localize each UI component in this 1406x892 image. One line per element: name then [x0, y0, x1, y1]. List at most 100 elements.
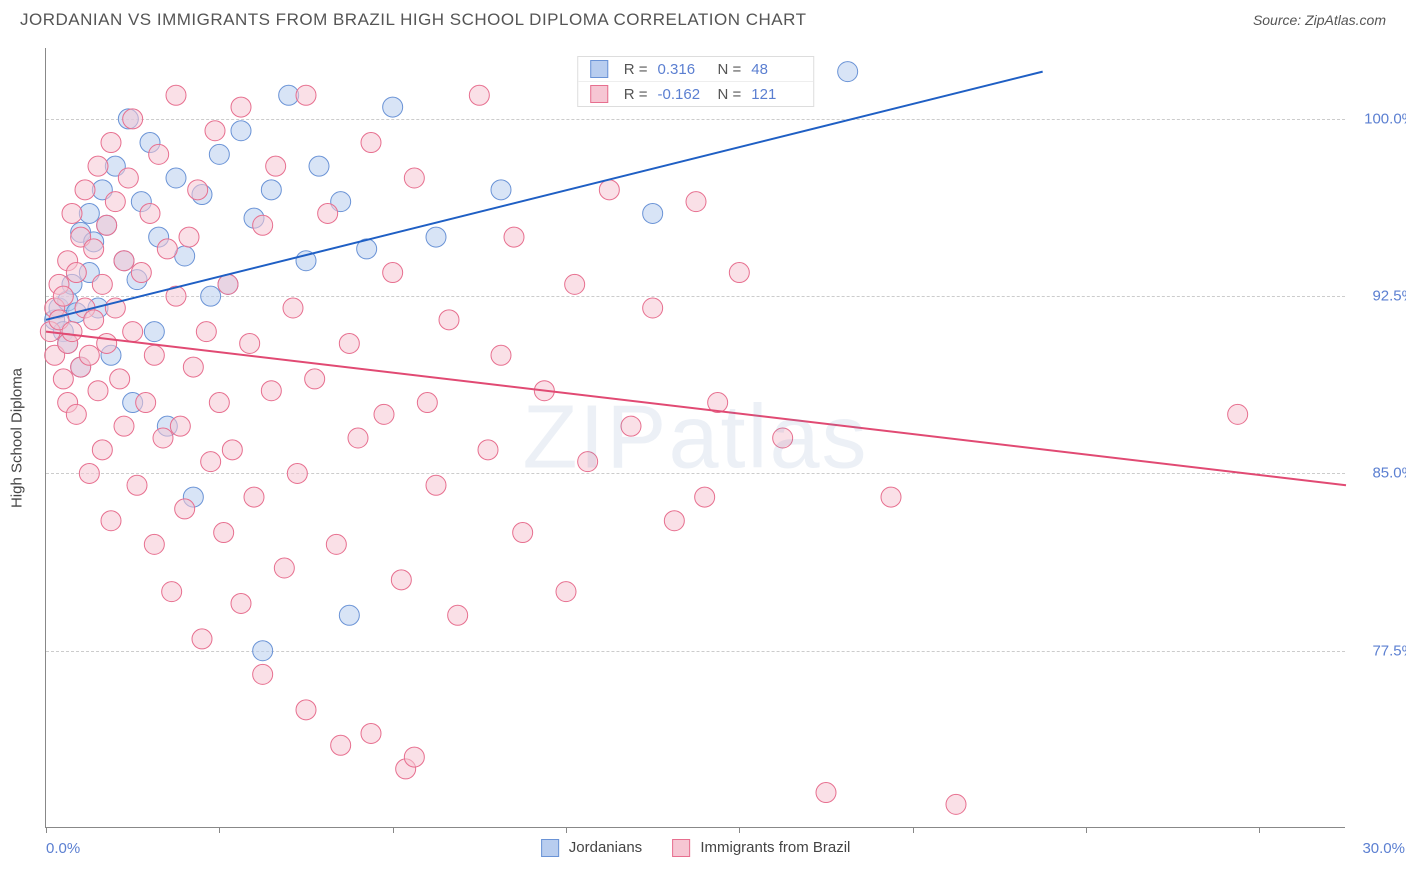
scatter-point — [305, 369, 325, 389]
scatter-point — [326, 534, 346, 554]
scatter-point — [296, 700, 316, 720]
stats-row-series-1: R = -0.162 N = 121 — [578, 81, 814, 106]
scatter-point — [66, 263, 86, 283]
scatter-point — [253, 215, 273, 235]
scatter-point — [97, 215, 117, 235]
scatter-point — [196, 322, 216, 342]
scatter-point — [348, 428, 368, 448]
scatter-point — [426, 227, 446, 247]
scatter-point — [643, 298, 663, 318]
scatter-point — [188, 180, 208, 200]
scatter-point — [153, 428, 173, 448]
scatter-point — [881, 487, 901, 507]
scatter-point — [439, 310, 459, 330]
scatter-point — [391, 570, 411, 590]
scatter-point — [274, 558, 294, 578]
scatter-point — [266, 156, 286, 176]
scatter-point — [118, 168, 138, 188]
scatter-point — [231, 593, 251, 613]
swatch-series-1 — [590, 85, 608, 103]
scatter-point — [231, 121, 251, 141]
scatter-point — [599, 180, 619, 200]
x-tick — [219, 827, 220, 833]
scatter-point — [838, 62, 858, 82]
n-value-0: 48 — [751, 61, 801, 78]
chart-header: JORDANIAN VS IMMIGRANTS FROM BRAZIL HIGH… — [0, 0, 1406, 30]
scatter-point — [101, 511, 121, 531]
scatter-point — [88, 156, 108, 176]
scatter-point — [565, 274, 585, 294]
y-tick-label: 85.0% — [1355, 465, 1406, 482]
scatter-point — [123, 322, 143, 342]
scatter-point — [136, 393, 156, 413]
scatter-point — [244, 487, 264, 507]
scatter-point — [469, 85, 489, 105]
scatter-point — [664, 511, 684, 531]
scatter-point — [144, 322, 164, 342]
scatter-point — [175, 499, 195, 519]
n-value-1: 121 — [751, 86, 801, 103]
scatter-point — [253, 641, 273, 661]
scatter-point — [53, 286, 73, 306]
scatter-point — [383, 97, 403, 117]
chart-source: Source: ZipAtlas.com — [1253, 12, 1386, 28]
scatter-point — [361, 723, 381, 743]
scatter-point — [556, 582, 576, 602]
y-tick-label: 100.0% — [1355, 110, 1406, 127]
scatter-point — [729, 263, 749, 283]
r-label: R = — [624, 86, 648, 103]
scatter-point — [218, 274, 238, 294]
scatter-point — [84, 310, 104, 330]
scatter-point — [331, 735, 351, 755]
chart-container: JORDANIAN VS IMMIGRANTS FROM BRAZIL HIGH… — [0, 0, 1406, 892]
scatter-point — [92, 440, 112, 460]
scatter-point — [84, 239, 104, 259]
scatter-point — [318, 203, 338, 223]
scatter-point — [686, 192, 706, 212]
x-tick — [393, 827, 394, 833]
legend-item-1: Immigrants from Brazil — [672, 839, 850, 857]
scatter-point — [66, 404, 86, 424]
chart-area: High School Diploma ZIPatlas 77.5%85.0%9… — [45, 48, 1345, 828]
legend-label-0: Jordanians — [569, 839, 642, 856]
scatter-point — [578, 452, 598, 472]
scatter-point — [491, 345, 511, 365]
scatter-point — [1228, 404, 1248, 424]
swatch-series-0 — [541, 839, 559, 857]
scatter-point — [79, 463, 99, 483]
scatter-point — [339, 605, 359, 625]
r-value-1: -0.162 — [658, 86, 708, 103]
scatter-point — [253, 664, 273, 684]
scatter-point — [491, 180, 511, 200]
scatter-point — [296, 85, 316, 105]
x-tick — [1086, 827, 1087, 833]
scatter-point — [162, 582, 182, 602]
scatter-point — [404, 747, 424, 767]
scatter-point — [170, 416, 190, 436]
scatter-point — [88, 381, 108, 401]
r-value-0: 0.316 — [658, 61, 708, 78]
scatter-point — [417, 393, 437, 413]
scatter-point — [131, 263, 151, 283]
scatter-point — [192, 629, 212, 649]
scatter-point — [261, 180, 281, 200]
scatter-point — [643, 203, 663, 223]
x-tick — [566, 827, 567, 833]
scatter-point — [101, 133, 121, 153]
scatter-point — [201, 452, 221, 472]
scatter-point — [201, 286, 221, 306]
scatter-point — [222, 440, 242, 460]
x-tick — [1259, 827, 1260, 833]
stats-legend: R = 0.316 N = 48 R = -0.162 N = 121 — [577, 56, 815, 107]
scatter-point — [404, 168, 424, 188]
scatter-point — [214, 523, 234, 543]
r-label: R = — [624, 61, 648, 78]
scatter-point — [361, 133, 381, 153]
scatter-point — [374, 404, 394, 424]
x-max-label: 30.0% — [1362, 840, 1405, 857]
scatter-point — [97, 333, 117, 353]
swatch-series-0 — [590, 60, 608, 78]
scatter-point — [105, 192, 125, 212]
x-min-label: 0.0% — [46, 840, 80, 857]
scatter-point — [183, 357, 203, 377]
